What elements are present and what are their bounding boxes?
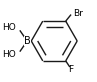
Text: F: F <box>68 65 73 74</box>
Text: HO: HO <box>2 50 16 59</box>
Text: HO: HO <box>2 23 16 32</box>
Text: Br: Br <box>73 9 83 18</box>
Text: B: B <box>24 36 31 46</box>
